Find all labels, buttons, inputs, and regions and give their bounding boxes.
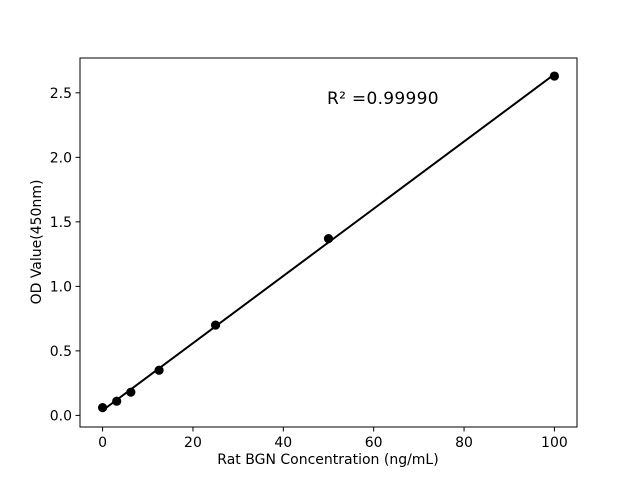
x-tick-label: 60 bbox=[365, 435, 383, 451]
y-tick-label: 1.0 bbox=[50, 279, 72, 295]
x-tick-label: 100 bbox=[541, 435, 568, 451]
x-axis-label: Rat BGN Concentration (ng/mL) bbox=[217, 452, 439, 468]
data-point bbox=[97, 403, 108, 413]
data-point bbox=[210, 320, 221, 330]
data-point bbox=[126, 387, 136, 397]
x-tick-label: 20 bbox=[184, 435, 202, 451]
data-point bbox=[323, 234, 334, 244]
y-axis-label: OD Value(450nm) bbox=[29, 179, 45, 305]
x-tick-label: 80 bbox=[455, 435, 473, 451]
y-tick-label: 0.0 bbox=[50, 408, 72, 424]
data-point bbox=[154, 365, 164, 375]
x-tick-label: 40 bbox=[274, 435, 292, 451]
r-squared-annotation: R² =0.99990 bbox=[327, 89, 439, 109]
y-tick-label: 2.5 bbox=[50, 86, 72, 102]
y-tick-label: 2.0 bbox=[50, 150, 72, 166]
y-tick-label: 0.5 bbox=[50, 344, 72, 360]
data-point bbox=[112, 396, 122, 406]
data-point bbox=[549, 71, 560, 81]
y-tick-label: 1.5 bbox=[50, 215, 72, 231]
x-tick-label: 0 bbox=[98, 435, 107, 451]
